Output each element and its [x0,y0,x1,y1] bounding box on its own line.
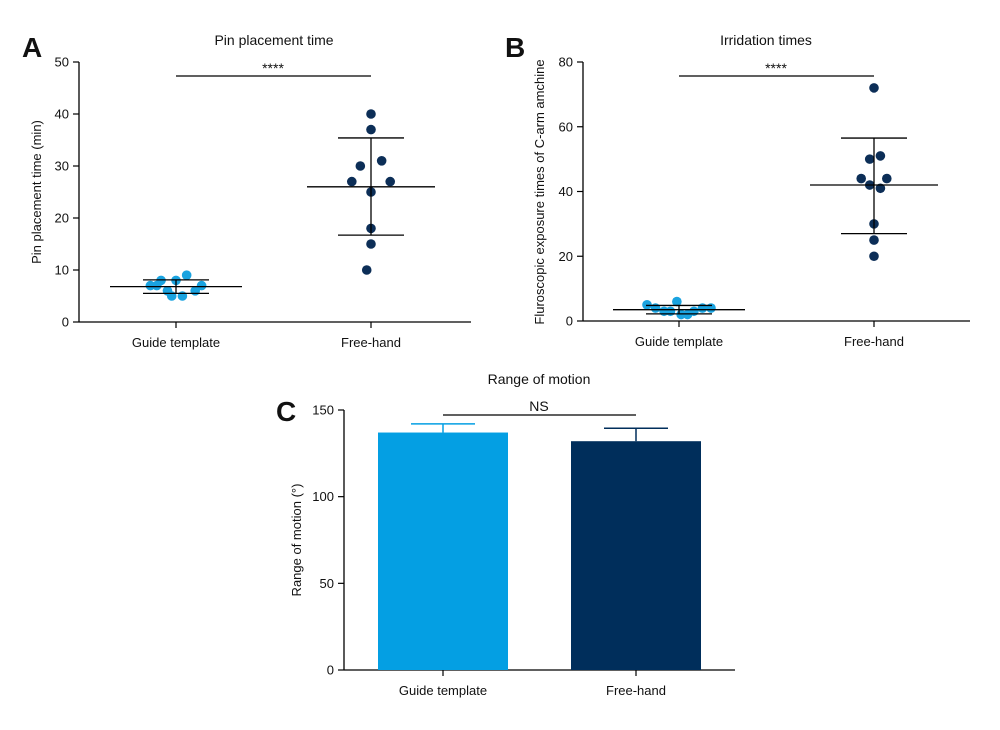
panel-b-data-point [869,235,879,245]
panel-a-y-tick-label: 10 [55,263,69,278]
panel-a-y-tick-label: 0 [62,315,69,330]
panel-a-data-point [366,124,376,135]
panel-b-data-point [875,151,886,161]
panel-a-data-point [376,156,387,166]
panel-a-letter: A [22,32,42,63]
panel-c-x-category-label: Guide template [399,683,487,698]
panel-b-data-point [882,173,892,184]
panel-a-significance-label: **** [262,60,284,76]
panel-b-x-category-label: Free-hand [844,334,904,349]
panel-c-title: Range of motion [488,371,591,387]
panel-b-y-tick-label: 0 [566,314,573,329]
panel-c-x-categories: Guide template Free-hand [399,670,666,698]
panel-c-bar-free-hand [571,441,701,670]
panel-c-y-tick-label: 150 [312,403,334,418]
panel-b-title: Irridation times [720,32,812,48]
panel-a-data-point [355,161,366,171]
panel-a-x-category-label: Free-hand [341,335,401,350]
panel-a-x-categories: Guide template Free-hand [132,322,401,350]
panel-b-x-category-label: Guide template [635,334,723,349]
panel-c-y-tick-label: 50 [320,576,334,591]
panel-a-data-point [181,270,192,281]
panel-b-data-point [864,154,875,164]
panel-b-significance-label: **** [765,60,787,76]
panel-c-significance-label: NS [529,398,548,414]
panel-b-y-ticks: 0 20 40 60 80 [559,55,583,329]
panel-a-y-tick-label: 50 [55,55,69,70]
panel-b-data-point [650,303,661,313]
panel-b-data-point [706,303,716,313]
panel-c-marks [378,423,701,670]
panel-b-y-tick-label: 40 [559,184,573,199]
panel-a-y-ticks: 0 10 20 30 40 50 [55,55,79,330]
panel-a-data-point [366,109,376,119]
panel-a-x-category-label: Guide template [132,335,220,350]
panel-a-data-point [177,291,188,301]
panel-a-data-point [346,176,357,187]
panel-b-y-axis-label: Fluroscopic exposure times of C-arm amch… [532,59,547,324]
panel-a: A Pin placement time Pin placement time … [22,32,471,350]
panel-a-data-point [166,291,177,301]
panel-c-y-tick-label: 100 [312,489,334,504]
panel-a-data-point [361,265,372,275]
panel-b-letter: B [505,32,525,63]
panel-a-data-point [196,280,207,291]
panel-b-y-tick-label: 60 [559,119,573,134]
panel-a-y-tick-label: 30 [55,159,69,174]
panel-c: C Range of motion Range of motion (°) 0 5… [276,371,735,698]
panel-b: B Irridation times Fluroscopic exposure … [505,32,970,349]
panel-a-data-point [385,176,396,187]
panel-b-y-tick-label: 80 [559,55,573,70]
panel-c-bar-guide-template [378,432,508,670]
panel-b-data-point [875,183,886,194]
panel-a-y-tick-label: 40 [55,107,69,122]
panel-c-y-ticks: 0 50 100 150 [312,403,344,678]
panel-a-y-tick-label: 20 [55,211,69,226]
panel-b-x-categories: Guide template Free-hand [635,321,904,349]
panel-b-y-tick-label: 20 [559,249,573,264]
panel-a-data-point [366,239,376,249]
panel-b-data-point [665,306,676,317]
panel-b-data-point [672,296,682,307]
panel-c-letter: C [276,396,296,427]
panel-b-marks [613,83,938,320]
panel-a-y-axis-label: Pin placement time (min) [29,120,44,264]
panel-b-data-point [856,173,866,184]
panel-b-data-point [869,251,879,262]
panel-b-data-point [869,83,879,93]
panel-b-data-point [689,306,699,317]
panel-c-x-category-label: Free-hand [606,683,666,698]
panel-c-y-tick-label: 0 [327,663,334,678]
panel-a-marks [110,109,435,301]
panel-c-y-axis-label: Range of motion (°) [289,484,304,597]
panel-b-data-point [697,303,708,313]
panel-a-title: Pin placement time [214,32,333,48]
